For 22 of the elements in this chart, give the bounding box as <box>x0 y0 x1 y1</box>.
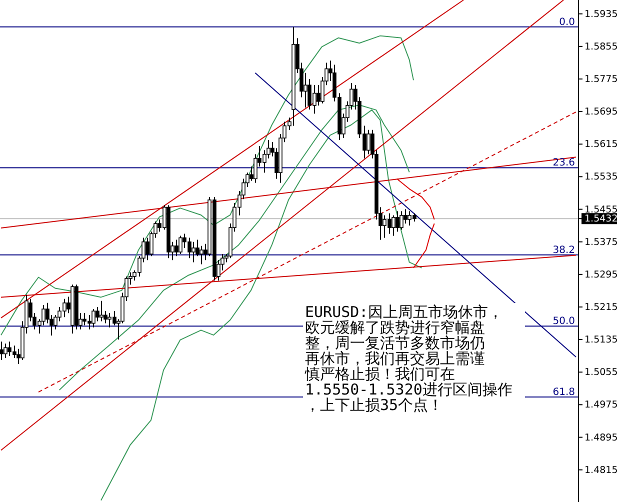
y-tick-label: 1.5215 <box>584 302 617 314</box>
annotation: 61.8 <box>552 386 575 398</box>
y-tick-label: 1.5775 <box>584 74 617 86</box>
annotation: 0.0 <box>559 16 575 28</box>
y-tick-label: 1.5375 <box>584 236 617 248</box>
y-tick-label: 1.5055 <box>584 367 617 378</box>
y-tick-label: 1.5455 <box>584 204 617 216</box>
y-tick-label: 1.5855 <box>584 41 617 52</box>
y-tick-label: 1.5135 <box>584 334 617 346</box>
y-tick-label: 1.5695 <box>584 106 617 118</box>
y-tick-label: 1.5615 <box>584 139 617 150</box>
annotation: 50.0 <box>552 316 575 328</box>
y-tick-label: 1.4815 <box>584 464 617 476</box>
y-tick-label: 1.5935 <box>584 8 617 20</box>
annotation: EURUSD:因上周五市场休市，欧元缓解了跌势进行窄幅盘整，周一复活节多数市场仍再休市，我们再交易上需谨慎严格止损！我们可在1.5550-1.5320进行区间操作，上下止损35个点！ <box>304 303 512 414</box>
y-tick-label: 1.4975 <box>584 400 617 411</box>
y-tick-label: 1.4895 <box>584 432 617 444</box>
annotation: 38.2 <box>552 244 575 256</box>
y-tick-label: 1.5535 <box>584 172 617 183</box>
annotation: 23.6 <box>552 158 575 169</box>
y-tick-label: 1.5295 <box>584 269 617 280</box>
y-tick-label: 1.5432 <box>584 214 617 225</box>
